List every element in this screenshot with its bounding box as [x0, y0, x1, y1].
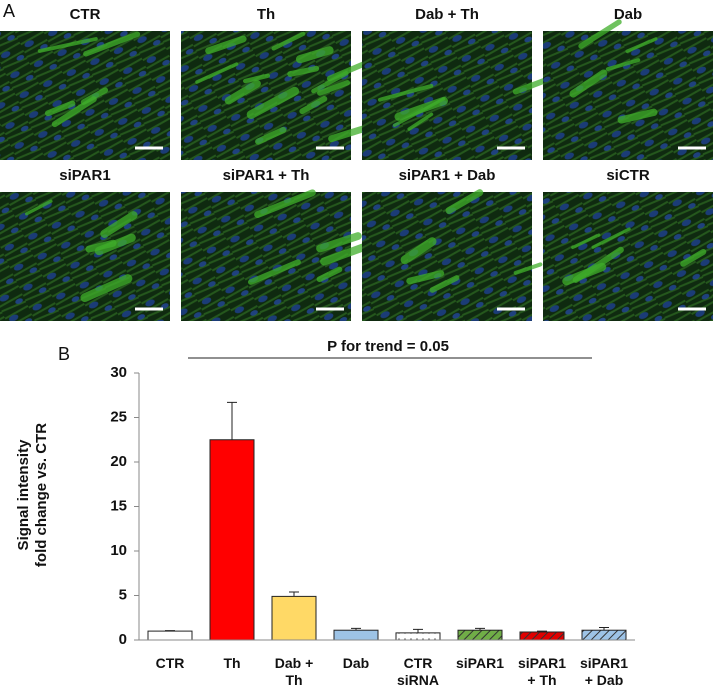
panel-label: A — [3, 1, 15, 21]
fiber — [591, 227, 631, 249]
y-tick-label: 15 — [110, 497, 127, 514]
fiber — [317, 80, 351, 96]
fiber — [295, 46, 334, 64]
image-label: siPAR1 + Dab — [399, 167, 496, 184]
error-bar — [227, 401, 237, 440]
fiber — [243, 73, 271, 84]
x-tick-label: Dab — [342, 655, 370, 671]
micrograph-bg — [362, 31, 532, 160]
y-tick-label: 30 — [110, 364, 127, 381]
micrograph — [181, 189, 385, 321]
micrograph — [0, 31, 170, 160]
image-label: Th — [257, 6, 275, 23]
fiber — [205, 35, 247, 55]
fiber — [406, 270, 445, 285]
bar — [395, 632, 441, 641]
fiber — [394, 96, 448, 121]
y-axis-label: Signal intensity fold change vs. CTR — [15, 422, 50, 568]
fiber — [571, 233, 601, 250]
fiber — [271, 31, 306, 51]
fiber — [316, 266, 343, 283]
micrograph-bg — [543, 192, 713, 321]
fiber — [100, 211, 138, 238]
fiber — [83, 31, 141, 57]
micrograph — [181, 31, 387, 160]
micrograph — [543, 192, 713, 321]
micrograph — [362, 31, 570, 160]
error-bar — [537, 630, 547, 632]
fiber — [44, 100, 76, 117]
bar — [519, 631, 565, 641]
fiber — [625, 37, 658, 53]
bar — [457, 629, 503, 641]
y-tick-label: 5 — [119, 586, 127, 603]
fiber — [378, 83, 434, 102]
fiber — [316, 232, 362, 253]
fiber — [287, 65, 320, 77]
y-tick-label: 25 — [110, 408, 127, 425]
x-tick-label: CTR — [155, 655, 185, 671]
x-tick-label: CTR siRNA — [396, 655, 439, 688]
fiber — [224, 79, 261, 105]
fiber — [578, 19, 622, 49]
fiber — [680, 248, 707, 267]
micrograph — [0, 192, 170, 321]
image-label: siCTR — [606, 167, 650, 184]
fiber — [605, 58, 641, 71]
fiber — [617, 108, 658, 124]
image-label: CTR — [70, 6, 101, 23]
fiber — [195, 62, 239, 84]
x-tick-label: siPAR1 + Th — [518, 655, 566, 688]
error-bar — [475, 627, 485, 631]
x-tick-label: Dab + Th — [274, 655, 314, 688]
fiber — [25, 199, 53, 216]
fiber — [311, 71, 349, 94]
fiber — [85, 239, 117, 253]
x-tick-label: siPAR1 + Dab — [580, 655, 628, 688]
bar — [147, 630, 193, 641]
fiber — [51, 96, 97, 128]
y-tick-label: 20 — [110, 453, 127, 470]
fiber — [429, 275, 460, 293]
micrograph — [543, 19, 713, 160]
fiber — [255, 126, 287, 145]
fiber — [37, 37, 98, 53]
image-label: siPAR1 + Th — [223, 167, 310, 184]
image-label: siPAR1 — [59, 167, 110, 184]
micrograph-bg — [362, 192, 532, 321]
fiber — [400, 237, 437, 265]
error-bar — [351, 627, 361, 631]
bar — [581, 629, 627, 641]
micrograph-bg — [0, 31, 170, 160]
y-tick-label: 10 — [110, 542, 127, 559]
fiber — [513, 262, 543, 275]
error-bar — [599, 627, 609, 631]
x-tick-label: Th — [223, 655, 241, 671]
image-label: Dab — [614, 6, 642, 23]
fiber — [246, 86, 300, 119]
fiber — [80, 274, 133, 303]
error-bar — [289, 591, 299, 597]
bar — [333, 629, 379, 641]
image-label: Dab + Th — [415, 6, 479, 23]
annotation: P for trend = 0.05 — [327, 338, 449, 355]
panel-label: B — [58, 344, 70, 364]
micrograph — [362, 189, 543, 321]
x-tick-label: siPAR1 — [456, 655, 504, 671]
fiber — [407, 112, 434, 131]
bar — [209, 439, 255, 641]
bar — [271, 595, 317, 641]
y-tick-label: 0 — [119, 631, 127, 648]
fiber — [247, 259, 301, 285]
fiber — [572, 246, 624, 283]
fiber — [299, 96, 328, 115]
error-bar — [413, 628, 423, 633]
fiber — [254, 189, 316, 219]
fiber — [569, 69, 608, 98]
fiber — [445, 189, 484, 214]
